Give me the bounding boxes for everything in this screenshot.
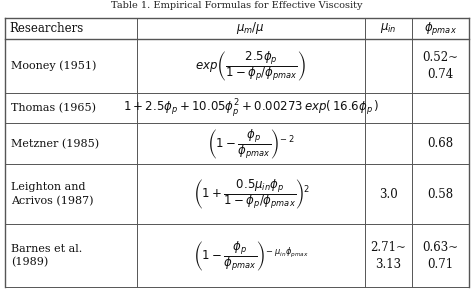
Text: $\left(1+\dfrac{0.5\mu_{in}\phi_p}{1-\phi_p/\phi_{pmax}}\right)^{\!2}$: $\left(1+\dfrac{0.5\mu_{in}\phi_p}{1-\ph…	[192, 177, 310, 211]
Text: 2.71~
3.13: 2.71~ 3.13	[371, 241, 406, 271]
Text: $\left(1-\dfrac{\phi_p}{\phi_{pmax}}\right)^{\!-\mu_{in}\phi_{pmax}}$: $\left(1-\dfrac{\phi_p}{\phi_{pmax}}\rig…	[193, 239, 309, 273]
Text: $\mu_{in}$: $\mu_{in}$	[380, 21, 397, 35]
Text: 0.58: 0.58	[428, 188, 454, 200]
Text: $\mu_m/\mu$: $\mu_m/\mu$	[237, 20, 265, 36]
Text: Barnes et al.
(1989): Barnes et al. (1989)	[11, 244, 82, 268]
Text: $\phi_{pmax}$: $\phi_{pmax}$	[424, 20, 457, 37]
Text: $1+2.5\phi_p+10.05\phi_p^{2}+0.00273\,exp(\,16.6\phi_p\,)$: $1+2.5\phi_p+10.05\phi_p^{2}+0.00273\,ex…	[123, 97, 379, 119]
Text: Mooney (1951): Mooney (1951)	[11, 61, 96, 71]
Text: $\left(1-\dfrac{\phi_p}{\phi_{pmax}}\right)^{\!-2}$: $\left(1-\dfrac{\phi_p}{\phi_{pmax}}\rig…	[207, 127, 295, 161]
Text: Metzner (1985): Metzner (1985)	[11, 138, 99, 149]
Text: 0.52~
0.74: 0.52~ 0.74	[423, 51, 459, 81]
Text: Table 1. Empirical Formulas for Effective Viscosity: Table 1. Empirical Formulas for Effectiv…	[111, 1, 363, 10]
Text: 0.68: 0.68	[428, 137, 454, 150]
Text: Thomas (1965): Thomas (1965)	[11, 103, 96, 114]
Text: 0.63~
0.71: 0.63~ 0.71	[423, 241, 459, 271]
Text: 3.0: 3.0	[379, 188, 398, 200]
Text: $exp\left(\dfrac{2.5\phi_p}{1-\phi_p/\phi_{pmax}}\right)$: $exp\left(\dfrac{2.5\phi_p}{1-\phi_p/\ph…	[195, 49, 307, 83]
Text: Researchers: Researchers	[9, 21, 83, 35]
Text: Leighton and
Acrivos (1987): Leighton and Acrivos (1987)	[11, 182, 93, 206]
